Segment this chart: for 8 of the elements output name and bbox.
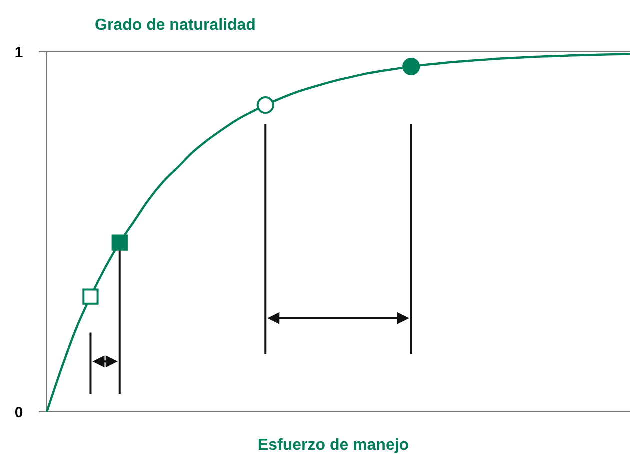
point — [402, 58, 420, 76]
point — [82, 288, 99, 305]
x-axis-title: Esfuerzo de manejo — [258, 437, 410, 454]
y-tick-label: 0 — [14, 404, 24, 422]
point — [112, 234, 128, 251]
point — [256, 96, 274, 114]
y-tick-label: 1 — [14, 44, 24, 62]
chart-title: Grado de naturalidad — [95, 17, 256, 34]
